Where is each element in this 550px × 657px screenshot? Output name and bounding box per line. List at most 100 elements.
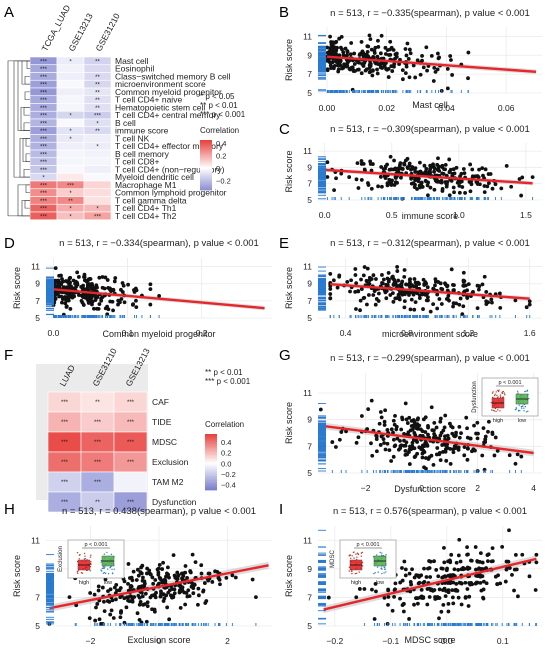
scatter-point: [145, 604, 150, 609]
scatter-point: [527, 299, 532, 304]
y-tick-label: 5: [307, 468, 312, 478]
heatmap-a-colorbar-tick: 0.2: [216, 152, 226, 161]
scatter-point: [373, 581, 378, 586]
x-tick-label: −2: [86, 636, 96, 646]
heatmap-f-star: ***: [127, 500, 135, 506]
heatmap-a-star: **: [95, 59, 100, 65]
scatter-point: [471, 289, 475, 294]
scatter-point: [183, 564, 188, 568]
heatmap-a-colorbar-step: [200, 157, 212, 160]
scatter-point: [424, 466, 428, 471]
dendrogram-branch: [21, 60, 30, 85]
inset-jitter-point: [103, 572, 106, 574]
scatter-point: [448, 574, 452, 579]
scatter-point: [112, 279, 117, 284]
scatter-point: [387, 277, 391, 282]
scatter-point: [340, 47, 344, 52]
scatter-point: [182, 590, 187, 595]
inset-jitter-point: [373, 573, 375, 575]
heatmap-a-colorbar-tick: 0: [216, 164, 220, 173]
inset-jitter-point: [106, 551, 108, 554]
scatter-point: [493, 182, 498, 187]
scatter-point: [362, 295, 367, 300]
scatter-point: [88, 591, 93, 595]
scatter-point: [503, 579, 508, 584]
scatter-point: [415, 417, 420, 422]
y-tick-label: 11: [303, 262, 312, 272]
scatter-point: [150, 607, 154, 612]
scatter-point: [144, 571, 149, 576]
scatter-point: [483, 434, 488, 439]
scatter-point: [448, 54, 453, 58]
inset-jitter-point: [352, 551, 355, 554]
heatmap-f-star: ***: [94, 480, 102, 486]
inset-jitter-point: [493, 394, 496, 397]
scatter-point: [406, 56, 411, 61]
y-axis-label: Risk score: [284, 39, 294, 81]
scatter-point: [398, 438, 402, 443]
scatter-point: [451, 450, 456, 455]
heatmap-a-star: ***: [40, 59, 48, 65]
scatter-point: [345, 60, 350, 65]
scatter-point: [339, 171, 344, 176]
inset-jitter-point: [351, 570, 353, 572]
scatter-point: [409, 582, 413, 587]
scatter-point: [475, 436, 480, 441]
scatter-point: [389, 64, 394, 69]
scatter-point: [461, 167, 466, 171]
scatter-point: [126, 595, 131, 599]
scatter-point: [392, 444, 397, 449]
scatter-point: [520, 552, 525, 557]
scatter-point: [390, 69, 395, 73]
heatmap-a-row-label: Class−switched memory B cell: [115, 71, 231, 81]
heatmap-a-colorbar-tick: 0.4: [216, 139, 226, 148]
scatter-point: [425, 291, 429, 296]
scatter-point: [420, 184, 424, 189]
inset-jitter-point: [376, 566, 379, 568]
inset-jitter-point: [499, 394, 502, 396]
heatmap-a-colorbar-step: [200, 151, 212, 153]
scatter-point: [141, 575, 145, 580]
scatter-point: [384, 66, 388, 71]
scatter-point: [416, 573, 421, 578]
scatter-point: [341, 50, 346, 55]
scatter-point: [250, 577, 255, 582]
scatter-point: [371, 273, 376, 278]
heatmap-f-star: ***: [127, 420, 135, 426]
heatmap-f-colorbar-step: [205, 452, 217, 454]
scatter-point: [498, 305, 503, 310]
dendrogram-branch: [7, 60, 30, 217]
inset-jitter-point: [111, 568, 113, 571]
scatter-point: [490, 559, 495, 564]
scatter-point: [118, 615, 123, 620]
scatter-point: [109, 608, 114, 613]
scatter-point: [435, 67, 440, 72]
scatter-point: [122, 596, 127, 601]
dendrogram-branch: [24, 91, 30, 100]
scatter-point: [85, 286, 90, 291]
heatmap-a-star: **: [95, 106, 100, 112]
heatmap-a-star: *: [96, 145, 99, 151]
scatter-point: [102, 609, 107, 614]
heatmap-a-row-label: T cell NK: [115, 133, 150, 143]
scatter-point: [395, 296, 400, 300]
scatter-point: [389, 167, 394, 172]
heatmap-f-colorbar-step: [205, 450, 217, 453]
scatter-point: [383, 166, 387, 171]
scatter-point: [53, 266, 58, 271]
scatter-point: [509, 184, 514, 189]
heatmap-a-colorbar-step: [200, 186, 212, 188]
heatmap-a-cell: [83, 157, 112, 166]
scatter-point: [139, 590, 144, 595]
scatter-title: n = 513, r = −0.309(spearman), p value <…: [330, 124, 530, 135]
scatter-point: [366, 183, 371, 187]
scatter-point: [426, 295, 430, 300]
dendrogram-branch: [23, 122, 30, 131]
scatter-point: [438, 433, 443, 438]
scatter-point: [465, 545, 469, 550]
scatter-point: [173, 575, 178, 580]
dendrogram-branch: [25, 153, 30, 162]
scatter-point: [456, 595, 461, 600]
scatter-point: [426, 193, 430, 198]
heatmap-a-colorbar-step: [200, 181, 212, 183]
